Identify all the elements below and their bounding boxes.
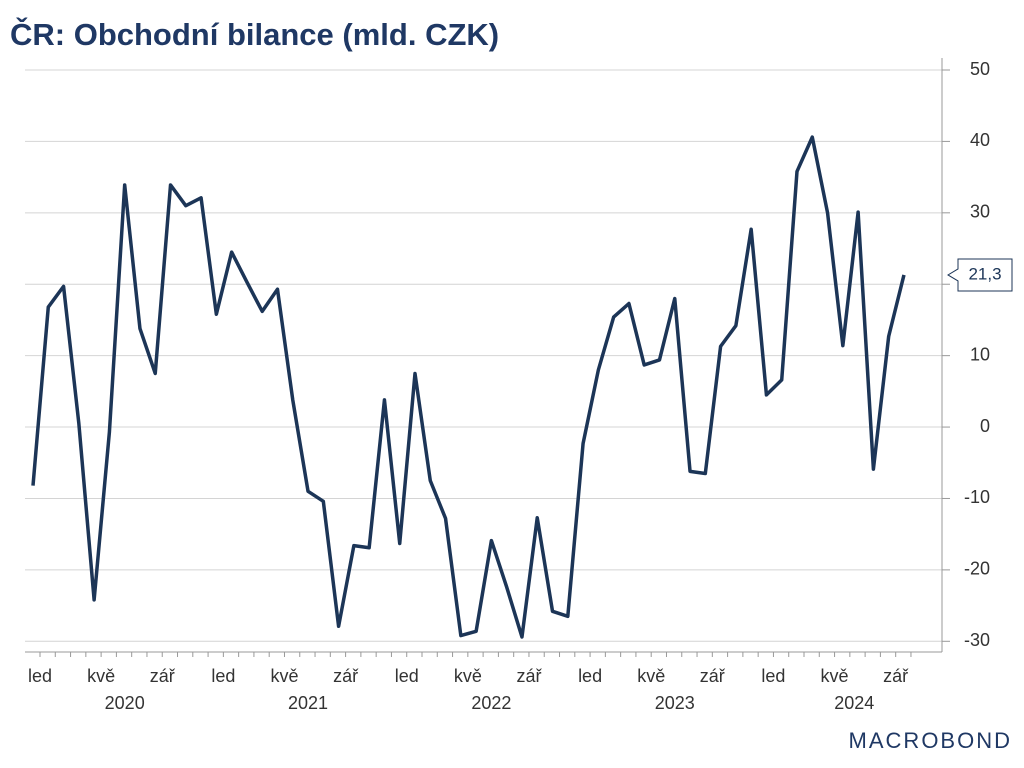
y-tick-label: 10 (970, 344, 990, 364)
y-tick-label: -30 (964, 630, 990, 650)
y-tick-label: 0 (980, 416, 990, 436)
x-tick-label: led (28, 666, 52, 686)
line-series (31, 135, 906, 639)
x-tick-label: kvě (270, 666, 298, 686)
year-label: 2024 (834, 693, 874, 713)
x-tick-label: led (211, 666, 235, 686)
x-tick-label: zář (150, 666, 176, 686)
y-tick-label: 30 (970, 202, 990, 222)
x-tick-label: kvě (454, 666, 482, 686)
x-tick-label: zář (516, 666, 542, 686)
x-tick-label: kvě (637, 666, 665, 686)
year-label: 2023 (655, 693, 695, 713)
x-tick-label: zář (700, 666, 726, 686)
x-tick-label: led (761, 666, 785, 686)
x-tick-label: zář (883, 666, 909, 686)
year-label: 2020 (105, 693, 145, 713)
chart-title: ČR: Obchodní bilance (mld. CZK) (10, 16, 499, 52)
x-tick-label: led (578, 666, 602, 686)
year-label: 2021 (288, 693, 328, 713)
year-label: 2022 (471, 693, 511, 713)
x-tick-label: kvě (87, 666, 115, 686)
y-tick-label: -10 (964, 487, 990, 507)
y-tick-label: 40 (970, 130, 990, 150)
x-tick-label: led (395, 666, 419, 686)
value-label: 21,3 (968, 264, 1001, 283)
x-tick-label: kvě (821, 666, 849, 686)
y-tick-label: -20 (964, 559, 990, 579)
value-label-box (947, 258, 1013, 292)
x-tick-label: zář (333, 666, 359, 686)
logo: MACROBOND (849, 728, 1012, 753)
y-tick-label: 50 (970, 59, 990, 79)
